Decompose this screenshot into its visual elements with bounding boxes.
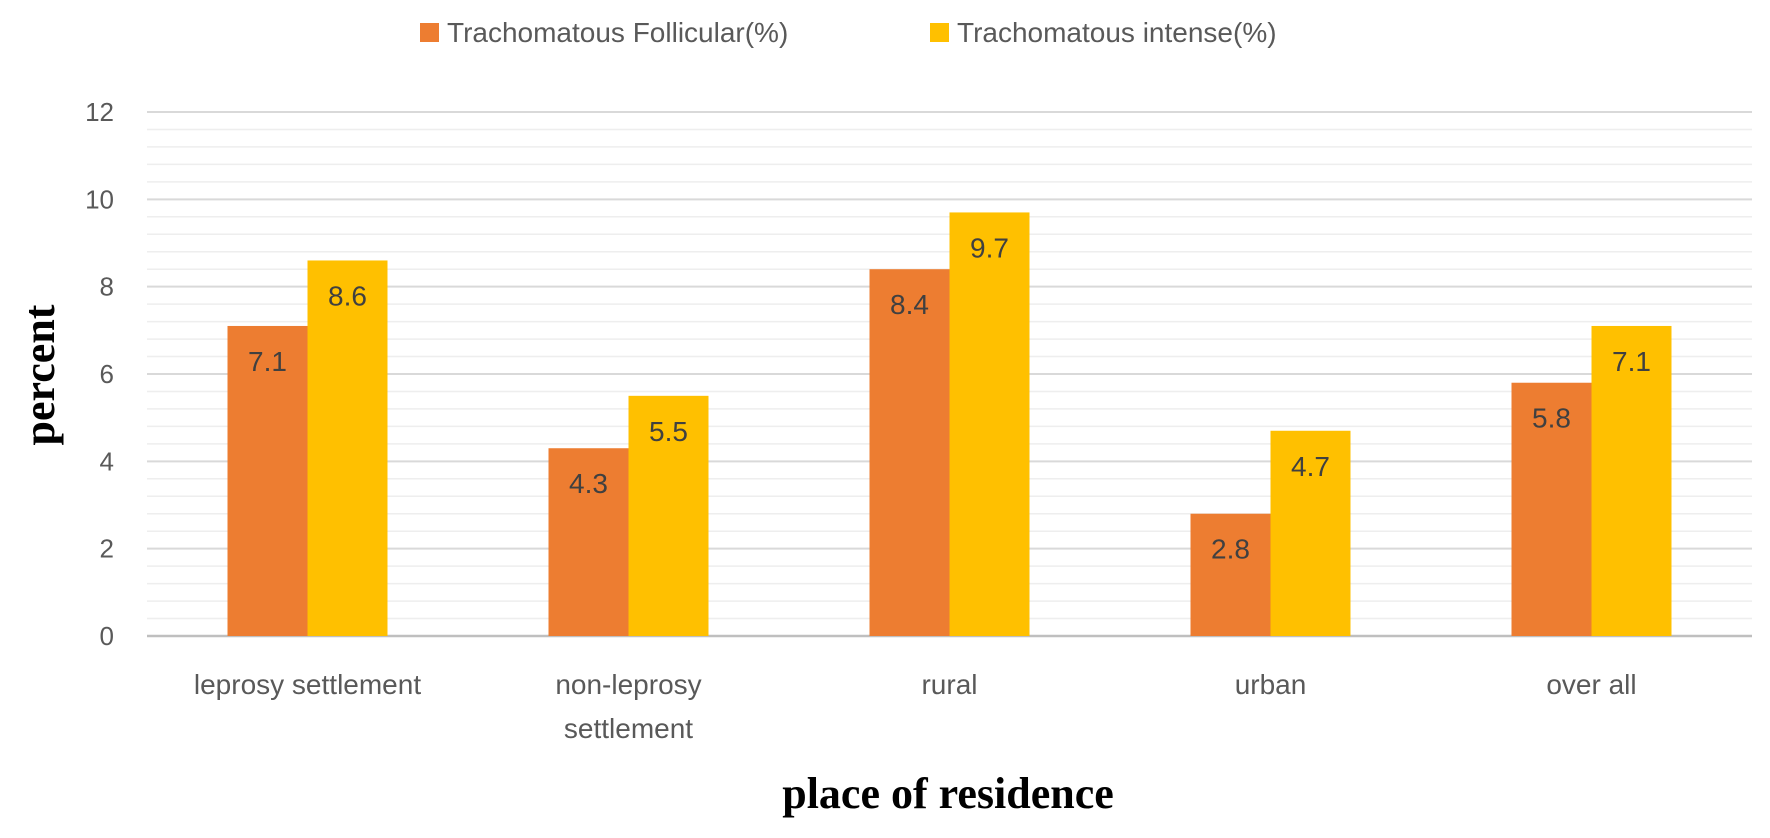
bar-value-label: 7.1 xyxy=(1612,346,1651,377)
y-tick-label: 0 xyxy=(100,621,114,651)
x-category-label: settlement xyxy=(564,713,693,744)
bar xyxy=(949,212,1030,636)
bar-value-label: 9.7 xyxy=(970,232,1009,263)
legend-swatch xyxy=(930,23,949,42)
bar xyxy=(1190,513,1271,636)
x-category-label: rural xyxy=(921,669,977,700)
x-axis-title: place of residence xyxy=(782,769,1114,818)
x-category-label: non-leprosy xyxy=(555,669,701,700)
legend-label: Trachomatous intense(%) xyxy=(957,17,1277,48)
legend-label: Trachomatous Follicular(%) xyxy=(447,17,788,48)
legend-swatch xyxy=(420,23,439,42)
x-category-label: leprosy settlement xyxy=(194,669,421,700)
bar-value-label: 7.1 xyxy=(248,346,287,377)
bar-value-label: 5.5 xyxy=(649,416,688,447)
x-category-label: over all xyxy=(1546,669,1636,700)
y-tick-label: 10 xyxy=(85,184,114,214)
y-axis-title: percent xyxy=(15,304,64,445)
bar xyxy=(548,448,629,636)
y-tick-label: 12 xyxy=(85,97,114,127)
bars: 7.1 8.6 4.3 5.5 8.4 9.7 2.8 4.7 5.8 7.1 xyxy=(227,212,1672,636)
bar-value-label: 8.4 xyxy=(890,289,929,320)
bar xyxy=(1511,382,1592,636)
bar-value-label: 4.3 xyxy=(569,468,608,499)
bar xyxy=(1270,430,1351,636)
bar xyxy=(227,325,308,636)
bar xyxy=(307,260,388,636)
bar xyxy=(869,269,950,636)
y-tick-label: 4 xyxy=(100,446,114,476)
bar-value-label: 2.8 xyxy=(1211,534,1250,565)
x-category-label: urban xyxy=(1235,669,1307,700)
bar xyxy=(1591,325,1672,636)
x-axis-categories: leprosy settlement non-leprosy settlement r… xyxy=(194,669,1637,744)
bar-value-label: 5.8 xyxy=(1532,403,1571,434)
y-axis-ticks: 0 2 4 6 8 10 12 xyxy=(85,97,114,651)
bar-value-label: 4.7 xyxy=(1291,451,1330,482)
bar xyxy=(628,395,709,636)
y-tick-label: 8 xyxy=(100,272,114,302)
legend: Trachomatous Follicular(%) Trachomatous i… xyxy=(420,17,1277,48)
bar-value-label: 8.6 xyxy=(328,280,367,311)
y-tick-label: 6 xyxy=(100,359,114,389)
y-tick-label: 2 xyxy=(100,534,114,564)
